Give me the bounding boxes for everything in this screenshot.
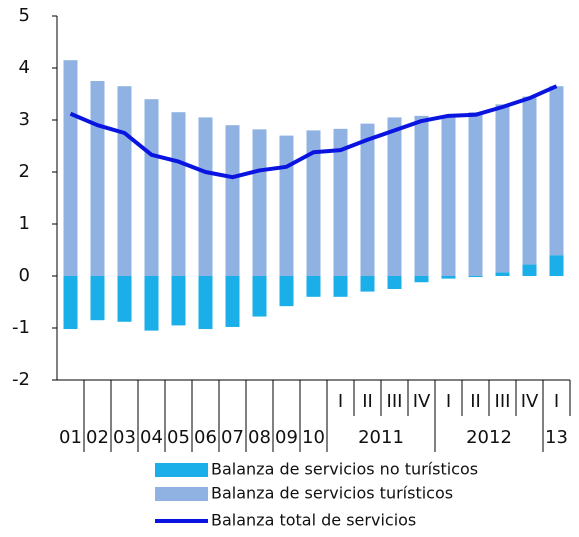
bar (117, 276, 132, 322)
bar (468, 112, 483, 276)
bar (522, 264, 537, 276)
bar (279, 135, 294, 276)
x-tick-label: 06 (194, 427, 217, 448)
y-tick-label: 3 (19, 109, 30, 130)
x-group-label: 2011 (358, 427, 404, 448)
bar (441, 276, 456, 279)
x-tick-label: 09 (275, 427, 298, 448)
legend-label: Balanza total de servicios (211, 511, 416, 530)
bar (387, 117, 402, 277)
x-tick-label: I (338, 391, 343, 412)
bar (90, 81, 105, 276)
x-tick-label: IV (521, 391, 539, 412)
bar (333, 128, 348, 276)
x-tick-label: IV (413, 391, 431, 412)
y-tick-label: 1 (19, 213, 30, 234)
bar (360, 123, 375, 276)
bar (171, 112, 186, 276)
x-tick-label: 02 (86, 427, 109, 448)
line (69, 84, 558, 180)
bar (387, 276, 402, 289)
bar (171, 276, 186, 326)
bar (468, 276, 483, 278)
x-tick-label: II (362, 391, 373, 412)
bar (333, 276, 348, 297)
bar (306, 130, 321, 276)
y-tick-label: 2 (19, 161, 30, 182)
bar (225, 125, 240, 276)
bar (117, 86, 132, 276)
bar (144, 99, 159, 276)
x-tick-label: I (446, 391, 451, 412)
bar (414, 115, 429, 276)
y-tick-label: -2 (12, 369, 30, 390)
bar (360, 276, 375, 292)
y-tick-label: 4 (19, 57, 30, 78)
x-group-label: 13 (545, 427, 568, 448)
y-tick-label: 0 (19, 265, 30, 286)
bar (252, 276, 267, 317)
bar (144, 276, 159, 331)
bar (414, 276, 429, 283)
x-tick-label: II (470, 391, 481, 412)
bar (198, 117, 213, 277)
bar (63, 60, 78, 277)
legend-swatch (155, 487, 208, 501)
bar (549, 86, 564, 256)
bar (225, 276, 240, 327)
bar (549, 255, 564, 276)
x-tick-label: 10 (302, 427, 325, 448)
x-tick-label: 04 (140, 427, 163, 448)
x-tick-label: 08 (248, 427, 271, 448)
x-tick-label: III (495, 391, 511, 412)
bar (63, 276, 78, 330)
x-tick-label: 03 (113, 427, 136, 448)
bar (495, 104, 510, 273)
bar (306, 276, 321, 297)
bar (279, 276, 294, 307)
x-group-label: 2012 (466, 427, 512, 448)
y-tick-label: -1 (12, 317, 30, 338)
x-tick-label: I (554, 391, 559, 412)
x-tick-label: 01 (59, 427, 82, 448)
x-tick-label: 07 (221, 427, 244, 448)
bar (90, 276, 105, 321)
y-tick-label: 5 (19, 5, 30, 26)
bar (441, 115, 456, 276)
bar (522, 96, 537, 265)
bar (495, 272, 510, 276)
legend-label: Balanza de servicios turísticos (211, 484, 453, 503)
x-tick-label: 05 (167, 427, 190, 448)
bar (198, 276, 213, 330)
legend-label: Balanza de servicios no turísticos (211, 460, 478, 479)
bar (252, 129, 267, 276)
legend-swatch (155, 463, 208, 477)
x-tick-label: III (387, 391, 403, 412)
